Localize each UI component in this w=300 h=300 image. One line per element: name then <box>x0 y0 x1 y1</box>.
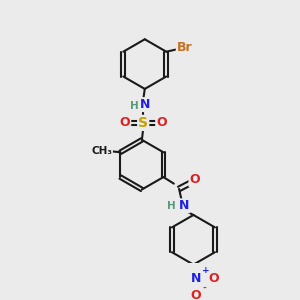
Text: +: + <box>202 266 210 275</box>
Text: N: N <box>179 199 190 212</box>
Text: Br: Br <box>177 41 192 54</box>
Text: O: O <box>120 116 130 129</box>
Text: H: H <box>130 101 139 111</box>
Text: N: N <box>191 272 201 286</box>
Text: O: O <box>189 173 200 186</box>
Text: N: N <box>140 98 150 111</box>
Text: O: O <box>208 272 219 286</box>
Text: H: H <box>167 201 176 211</box>
Text: O: O <box>191 290 201 300</box>
Text: CH₃: CH₃ <box>91 146 112 156</box>
Text: O: O <box>156 116 167 129</box>
Text: -: - <box>202 284 206 293</box>
Text: S: S <box>138 116 148 130</box>
